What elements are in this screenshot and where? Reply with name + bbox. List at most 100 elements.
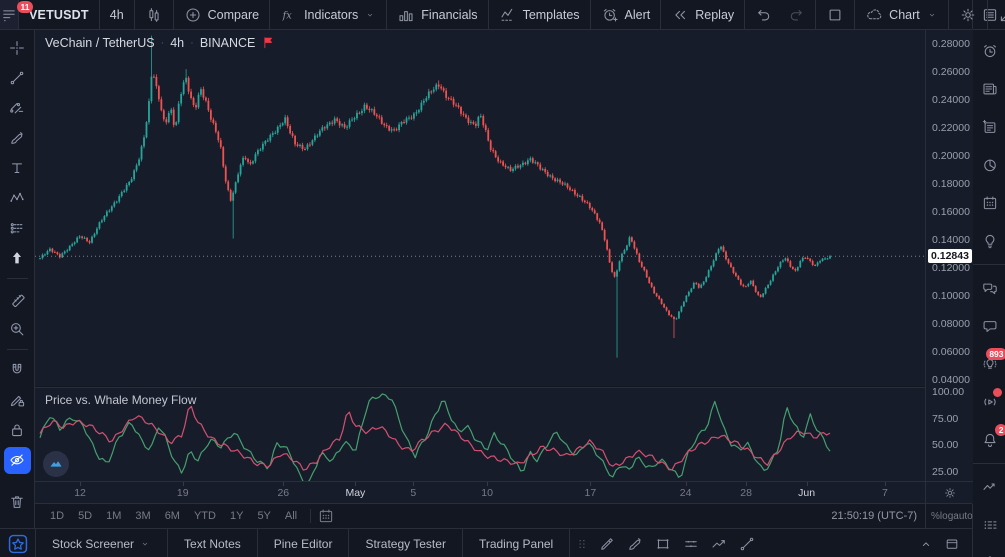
public-chats-panel[interactable] xyxy=(973,269,1005,307)
range-button-1d[interactable]: 1D xyxy=(50,510,65,522)
tool-hide-drawings[interactable] xyxy=(3,446,31,474)
replay-icon xyxy=(671,6,689,24)
tool-trend-line[interactable] xyxy=(0,63,35,93)
financials-button[interactable]: Financials xyxy=(387,0,487,29)
flag-icon[interactable] xyxy=(261,35,276,50)
compare-button-label: Compare xyxy=(207,7,260,22)
chevron-down-icon xyxy=(139,538,151,550)
indicators-button[interactable]: fx Indicators xyxy=(270,0,386,29)
tool-brush[interactable] xyxy=(0,123,35,153)
bar-chart-icon xyxy=(397,6,415,24)
range-button-3m[interactable]: 3M xyxy=(135,510,151,522)
tool-magnet[interactable] xyxy=(0,355,35,385)
symbol-name: VETUSDT xyxy=(29,7,89,22)
tool-position[interactable] xyxy=(0,213,35,243)
layout-select-button[interactable] xyxy=(816,0,854,29)
streams-panel[interactable] xyxy=(973,383,1005,421)
footer-tab-stock-screener[interactable]: Stock Screener xyxy=(36,529,167,557)
gear-icon[interactable] xyxy=(943,486,957,500)
object-tree-panel[interactable] xyxy=(973,468,1005,506)
compare-button[interactable]: Compare xyxy=(174,0,269,29)
favorite-tool-trendline[interactable] xyxy=(734,531,760,557)
data-window-panel[interactable] xyxy=(973,506,1005,544)
rect-tool-icon xyxy=(654,535,672,553)
time-axis[interactable]: 12 19 26 May 5 10 17 24 28 Jun 7 xyxy=(35,481,925,504)
tool-lock-all[interactable] xyxy=(0,415,35,445)
range-button-5d[interactable]: 5D xyxy=(78,510,93,522)
main-menu-button[interactable]: 11 xyxy=(0,0,33,29)
clock-display[interactable]: 21:50:19 (UTC-7) xyxy=(831,510,917,522)
favorite-tool-parallel-lines[interactable] xyxy=(678,531,704,557)
footer-tab-trading-panel[interactable]: Trading Panel xyxy=(463,529,569,557)
undo-icon[interactable] xyxy=(755,6,773,24)
go-to-date-icon[interactable] xyxy=(317,507,335,525)
range-button-ytd[interactable]: YTD xyxy=(193,510,216,522)
tool-fib[interactable] xyxy=(0,93,35,123)
tool-zoom-in[interactable] xyxy=(0,314,35,344)
favorite-tool-marker-pen[interactable] xyxy=(594,531,620,557)
save-layout-button[interactable]: Chart xyxy=(855,0,948,29)
scale-toggle-%[interactable]: % xyxy=(931,510,940,522)
range-button-all[interactable]: All xyxy=(284,510,298,522)
range-button-5y[interactable]: 5Y xyxy=(257,510,271,522)
notes-panel[interactable] xyxy=(973,108,1005,146)
tool-pattern[interactable] xyxy=(0,183,35,213)
tool-drawing-lock[interactable] xyxy=(0,385,35,415)
notifications-panel[interactable]: 2 xyxy=(973,421,1005,459)
alert-button[interactable]: Alert xyxy=(591,0,661,29)
chart-settings-button[interactable] xyxy=(949,0,987,29)
oscillator-axis-label: 100.00 xyxy=(932,386,965,398)
ideas-panel[interactable] xyxy=(973,222,1005,260)
panel-window-icon[interactable] xyxy=(944,536,960,552)
fullscreen-button[interactable] xyxy=(988,0,1005,29)
calendar-panel[interactable] xyxy=(973,184,1005,222)
news-panel[interactable] xyxy=(973,70,1005,108)
favorites-toolbar-toggle[interactable] xyxy=(0,529,35,557)
minds-icon xyxy=(981,355,999,373)
range-button-6m[interactable]: 6M xyxy=(164,510,180,522)
divider xyxy=(973,463,1005,464)
price-scale[interactable]: 0.12843 0.28000 0.26000 0.24000 0.22000 0.20… xyxy=(925,29,973,503)
time-axis-label: 28 xyxy=(740,487,752,499)
alerts-panel[interactable] xyxy=(973,32,1005,70)
favorite-tool-brush[interactable] xyxy=(622,531,648,557)
divider xyxy=(569,529,571,557)
chart-legend[interactable]: VeChain / TetherUS · 4h · BINANCE xyxy=(45,35,276,50)
price-axis-label: 0.20000 xyxy=(932,150,970,162)
scale-toggle-log[interactable]: log xyxy=(939,510,954,522)
gear-icon xyxy=(959,6,977,24)
tool-crosshair[interactable] xyxy=(0,33,35,63)
footer-tab-text-notes[interactable]: Text Notes xyxy=(168,529,257,557)
replay-button[interactable]: Replay xyxy=(661,0,744,29)
layers-panel[interactable] xyxy=(973,544,1005,557)
layout-square-icon xyxy=(826,6,844,24)
private-chat-panel[interactable] xyxy=(973,307,1005,345)
favorite-tool-polyline-arrow[interactable] xyxy=(706,531,732,557)
divider xyxy=(6,278,28,279)
chart-style-button[interactable] xyxy=(135,0,173,29)
indicator-pane[interactable]: Price vs. Whale Money Flow xyxy=(35,387,925,485)
tool-measure[interactable] xyxy=(0,284,35,314)
favorite-tool-rect-tool[interactable] xyxy=(650,531,676,557)
templates-button-label: Templates xyxy=(522,7,580,22)
symbol-search-button[interactable]: VETUSDT xyxy=(19,0,99,29)
drag-handle-icon[interactable] xyxy=(574,536,590,552)
minds-panel[interactable]: 893 xyxy=(973,345,1005,383)
range-button-1y[interactable]: 1Y xyxy=(229,510,244,522)
indicator-title[interactable]: Price vs. Whale Money Flow xyxy=(45,393,197,407)
templates-button[interactable]: Templates xyxy=(489,0,590,29)
main-chart-pane[interactable]: VeChain / TetherUS · 4h · BINANCE xyxy=(35,29,925,386)
chevron-up-icon[interactable] xyxy=(918,536,934,552)
redo-icon[interactable] xyxy=(787,6,805,24)
tool-remove-drawings[interactable] xyxy=(0,487,35,517)
tool-text[interactable] xyxy=(0,153,35,183)
indicator-author-avatar[interactable] xyxy=(43,451,69,477)
hotlists-panel[interactable] xyxy=(973,146,1005,184)
footer-tab-strategy-tester[interactable]: Strategy Tester xyxy=(349,529,461,557)
scale-toggle-auto[interactable]: auto xyxy=(953,510,973,522)
range-button-1m[interactable]: 1M xyxy=(106,510,122,522)
tool-arrow[interactable] xyxy=(0,243,35,273)
interval-button[interactable]: 4h xyxy=(100,0,134,29)
footer-tab-pine-editor[interactable]: Pine Editor xyxy=(258,529,349,557)
